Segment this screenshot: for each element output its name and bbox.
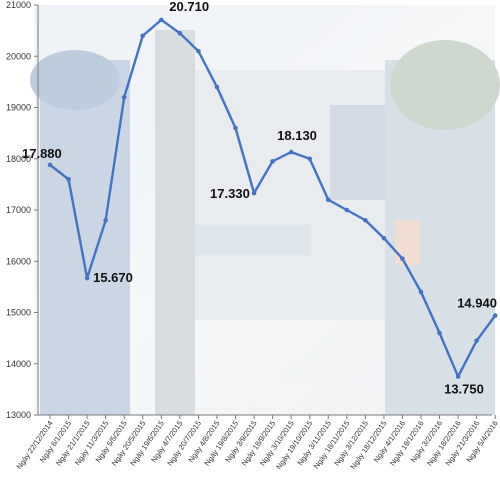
data-point — [233, 125, 238, 131]
y-tick-label: 18000 — [6, 154, 31, 164]
data-point — [418, 289, 424, 295]
data-point — [66, 176, 71, 182]
data-point — [381, 235, 387, 241]
data-point — [344, 207, 350, 213]
data-point — [103, 217, 108, 223]
data-point — [196, 48, 201, 54]
data-point — [437, 330, 442, 336]
y-tick-label: 14000 — [6, 359, 31, 369]
data-point — [455, 374, 461, 379]
y-tick-label: 15000 — [6, 308, 31, 318]
data-point — [214, 84, 220, 90]
data-point — [270, 159, 275, 164]
y-tick-label: 21000 — [6, 0, 31, 10]
data-point — [492, 313, 498, 318]
data-label: 13.750 — [444, 382, 484, 397]
data-point — [288, 149, 294, 155]
data-point — [121, 94, 127, 100]
data-point — [177, 30, 183, 36]
data-point — [84, 275, 90, 281]
y-tick-label: 16000 — [6, 256, 31, 266]
data-point — [307, 156, 313, 162]
data-point — [363, 217, 368, 223]
data-point — [325, 197, 331, 203]
data-label: 17.330 — [210, 186, 250, 201]
background-photo — [30, 5, 500, 415]
y-tick-label: 19000 — [6, 103, 31, 113]
data-point — [159, 17, 164, 23]
y-tick-label: 17000 — [6, 205, 31, 215]
data-point — [251, 190, 257, 196]
data-label: 14.940 — [457, 296, 497, 311]
y-ticks: 13000 14000 15000 16000 17000 18000 19000 20000… — [6, 0, 38, 420]
data-label: 17.880 — [22, 146, 62, 161]
y-tick-label: 20000 — [6, 51, 31, 61]
data-point — [140, 33, 146, 39]
data-label: 20.710 — [169, 0, 209, 14]
data-point — [474, 338, 479, 343]
data-labels: 17.880 15.670 20.710 17.330 18.130 13.750 14.9… — [22, 0, 497, 397]
data-point — [47, 162, 53, 168]
data-label: 15.670 — [93, 270, 133, 285]
data-point — [400, 256, 405, 261]
y-tick-label: 13000 — [6, 410, 31, 420]
series-price — [47, 17, 498, 379]
data-label: 18.130 — [277, 128, 317, 143]
